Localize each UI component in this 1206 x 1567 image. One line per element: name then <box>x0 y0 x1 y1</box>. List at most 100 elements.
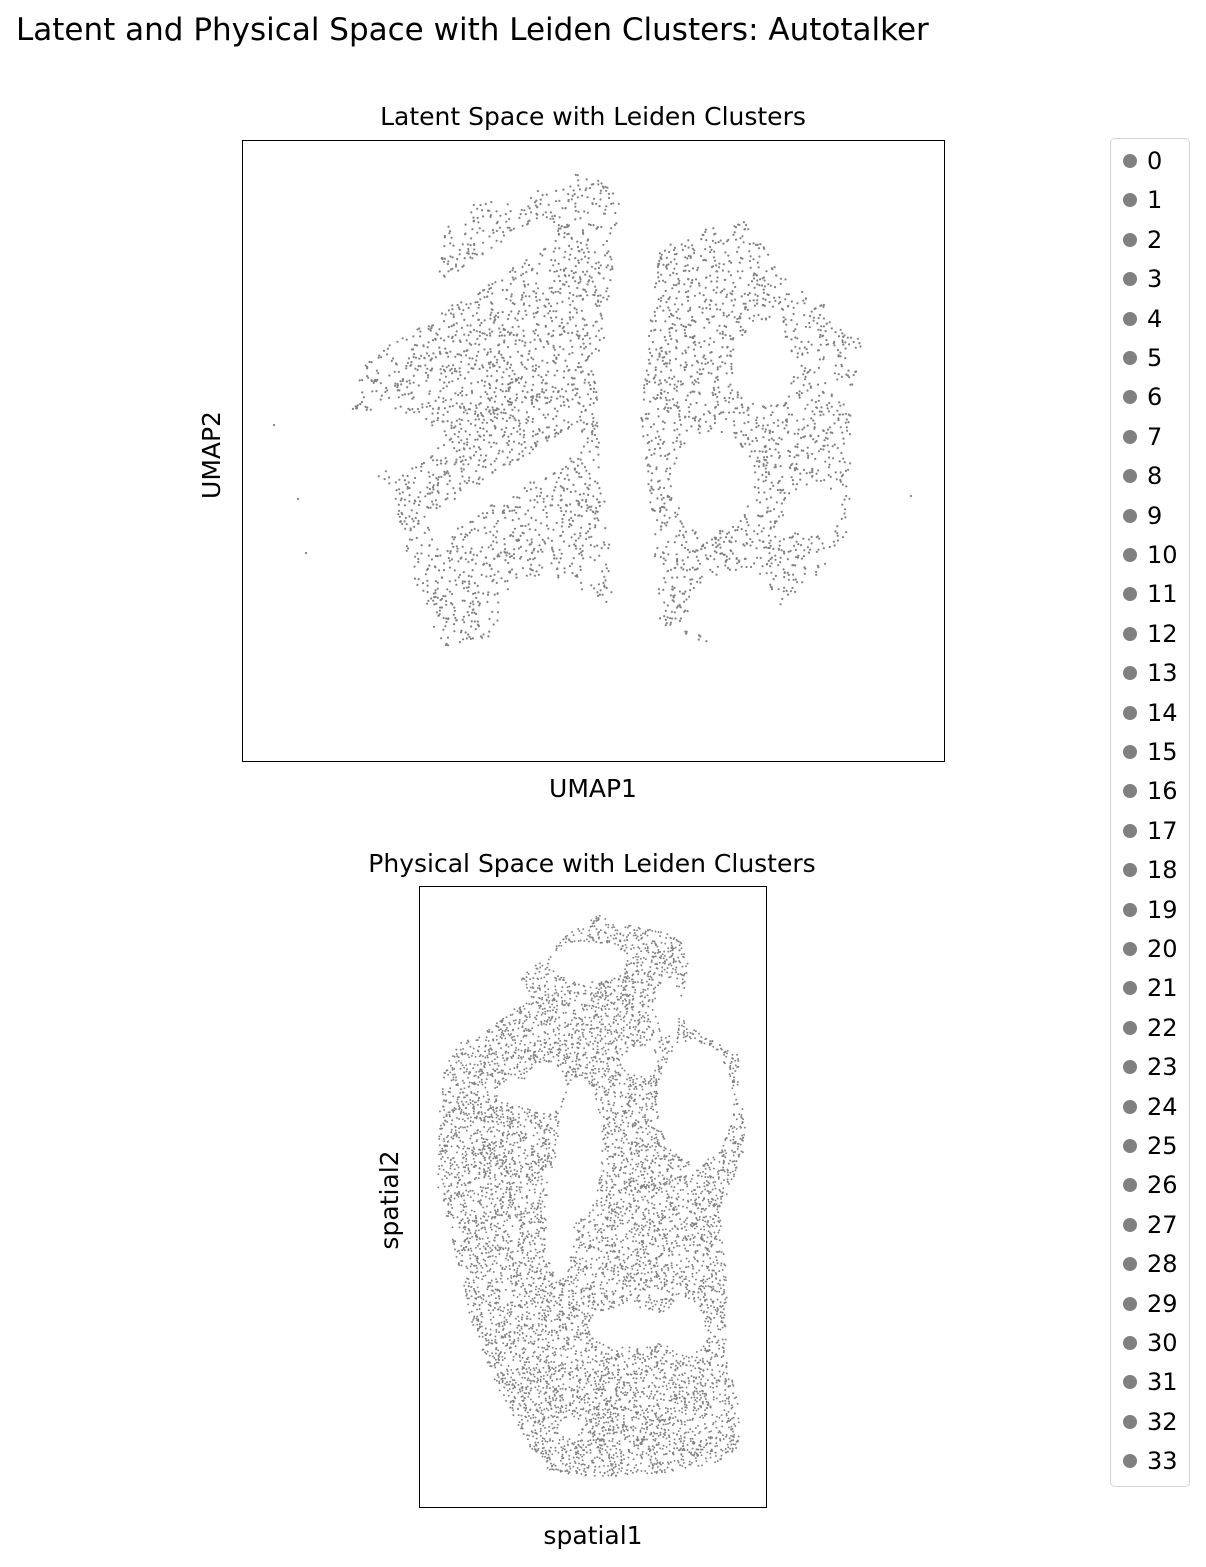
legend-label: 12 <box>1147 619 1178 648</box>
legend-marker <box>1123 1454 1137 1469</box>
legend-label: 13 <box>1147 659 1178 688</box>
legend-marker <box>1123 469 1137 484</box>
legend-marker <box>1123 311 1137 326</box>
legend-marker <box>1123 232 1137 247</box>
legend-label: 1 <box>1147 186 1163 215</box>
legend-marker <box>1123 587 1137 602</box>
legend-marker <box>1123 1217 1137 1232</box>
legend-item-29: 29 <box>1111 1289 1189 1319</box>
legend-marker <box>1123 745 1137 759</box>
legend-item-22: 22 <box>1111 1013 1189 1043</box>
legend-label: 22 <box>1147 1013 1178 1042</box>
legend-label: 3 <box>1147 265 1163 294</box>
legend-item-31: 31 <box>1111 1367 1189 1397</box>
legend-marker <box>1123 390 1137 405</box>
legend-label: 32 <box>1147 1407 1178 1436</box>
legend-label: 28 <box>1147 1250 1178 1279</box>
legend-marker <box>1123 508 1137 523</box>
legend-item-28: 28 <box>1111 1249 1189 1279</box>
legend-item-14: 14 <box>1111 698 1189 728</box>
legend-label: 26 <box>1147 1171 1178 1200</box>
legend-marker <box>1123 1020 1137 1035</box>
latent-x-axis-label: UMAP1 <box>549 774 637 803</box>
latent-plot-area <box>242 140 945 762</box>
latent-points <box>272 173 913 647</box>
legend-marker <box>1123 1414 1137 1429</box>
legend-marker <box>1123 272 1137 287</box>
figure-title: Latent and Physical Space with Leiden Cl… <box>16 12 929 48</box>
legend-label: 21 <box>1147 974 1178 1003</box>
legend-item-3: 3 <box>1111 264 1189 294</box>
legend-item-26: 26 <box>1111 1170 1189 1200</box>
legend-label: 31 <box>1147 1368 1178 1397</box>
physical-plot-area <box>419 886 767 1508</box>
legend-label: 0 <box>1147 147 1163 175</box>
legend-item-10: 10 <box>1111 540 1189 570</box>
legend-item-19: 19 <box>1111 895 1189 925</box>
legend-item-7: 7 <box>1111 422 1189 452</box>
legend-marker <box>1123 863 1137 878</box>
legend-label: 14 <box>1147 698 1178 727</box>
legend-marker <box>1123 1139 1137 1153</box>
legend-item-27: 27 <box>1111 1210 1189 1240</box>
legend-item-21: 21 <box>1111 973 1189 1003</box>
legend-label: 25 <box>1147 1132 1178 1160</box>
legend-item-13: 13 <box>1111 658 1189 688</box>
legend-item-20: 20 <box>1111 934 1189 964</box>
legend-item-12: 12 <box>1111 619 1189 649</box>
legend-marker <box>1123 942 1137 956</box>
physical-plot-title: Physical Space with Leiden Clusters <box>368 849 816 878</box>
legend-label: 18 <box>1147 856 1178 885</box>
legend-label: 30 <box>1147 1329 1178 1357</box>
latent-scatter <box>272 173 913 647</box>
legend-marker <box>1123 193 1137 208</box>
legend-label: 15 <box>1147 738 1178 766</box>
legend-label: 6 <box>1147 383 1163 412</box>
legend-item-16: 16 <box>1111 776 1189 806</box>
legend-marker <box>1123 1296 1137 1311</box>
legend-label: 29 <box>1147 1289 1178 1318</box>
legend-marker <box>1123 1178 1137 1193</box>
legend-label: 17 <box>1147 816 1178 845</box>
cluster-legend: 0 1 2 3 4 5 6 7 8 9 10 11 12 13 14 15 16 17 18 19 20 21 22 23 24… <box>1110 138 1190 1487</box>
legend-item-6: 6 <box>1111 382 1189 412</box>
physical-x-axis-label: spatial1 <box>543 1521 643 1550</box>
legend-item-30: 30 <box>1111 1328 1189 1358</box>
legend-label: 20 <box>1147 935 1178 963</box>
legend-item-2: 2 <box>1111 225 1189 255</box>
legend-label: 27 <box>1147 1210 1178 1239</box>
legend-marker <box>1123 981 1137 996</box>
legend-label: 33 <box>1147 1447 1178 1476</box>
legend-label: 16 <box>1147 777 1178 806</box>
legend-marker <box>1123 1257 1137 1272</box>
legend-item-0: 0 <box>1111 146 1189 176</box>
legend-item-5: 5 <box>1111 343 1189 373</box>
legend-marker <box>1123 1099 1137 1114</box>
legend-marker <box>1123 154 1137 168</box>
legend-marker <box>1123 1375 1137 1390</box>
legend-label: 10 <box>1147 541 1178 569</box>
legend-label: 7 <box>1147 422 1163 451</box>
legend-marker <box>1123 902 1137 917</box>
legend-item-24: 24 <box>1111 1092 1189 1122</box>
legend-label: 11 <box>1147 580 1178 609</box>
legend-label: 23 <box>1147 1053 1178 1082</box>
legend-marker <box>1123 548 1137 562</box>
legend-item-11: 11 <box>1111 579 1189 609</box>
legend-label: 5 <box>1147 344 1163 372</box>
physical-y-axis-label: spatial2 <box>375 1150 404 1250</box>
legend-marker <box>1123 1336 1137 1350</box>
legend-marker <box>1123 351 1137 365</box>
legend-label: 8 <box>1147 462 1163 491</box>
legend-label: 4 <box>1147 304 1163 333</box>
latent-y-axis-label: UMAP2 <box>197 411 226 499</box>
legend-item-32: 32 <box>1111 1407 1189 1437</box>
legend-item-8: 8 <box>1111 461 1189 491</box>
physical-scatter <box>437 914 746 1477</box>
legend-item-1: 1 <box>1111 185 1189 215</box>
legend-item-17: 17 <box>1111 816 1189 846</box>
legend-item-18: 18 <box>1111 855 1189 885</box>
physical-points <box>437 914 746 1477</box>
legend-marker <box>1123 784 1137 799</box>
legend-label: 19 <box>1147 895 1178 924</box>
